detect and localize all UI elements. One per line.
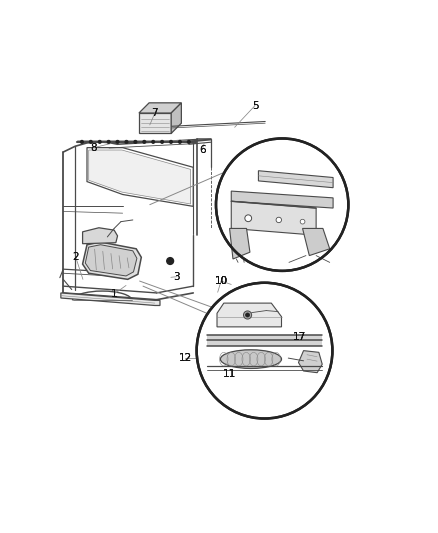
Polygon shape [207,335,322,345]
Text: 5: 5 [252,101,258,110]
Text: 12: 12 [179,353,192,363]
Text: 2: 2 [72,252,79,262]
Text: 10: 10 [215,276,228,286]
Text: 1: 1 [111,289,117,299]
Text: 8: 8 [91,143,97,152]
Text: 5: 5 [252,101,258,110]
Circle shape [276,217,282,223]
Text: 3: 3 [173,272,180,281]
Circle shape [107,141,110,143]
Circle shape [170,141,173,143]
Text: 10: 10 [215,276,228,286]
Circle shape [300,219,305,224]
Circle shape [167,257,173,264]
Text: 1: 1 [111,289,117,299]
Text: 6: 6 [199,144,206,155]
Text: 8: 8 [91,143,97,152]
Text: 12: 12 [179,353,192,363]
Circle shape [125,141,128,143]
Circle shape [134,141,137,143]
Circle shape [179,141,181,143]
Circle shape [245,215,251,222]
Circle shape [244,311,251,319]
Polygon shape [61,293,160,305]
Text: 10: 10 [215,276,228,286]
Text: 7: 7 [152,108,158,118]
Circle shape [197,282,332,418]
Circle shape [161,141,163,143]
Text: 17: 17 [293,332,306,342]
Polygon shape [83,242,141,279]
Polygon shape [303,229,330,256]
Polygon shape [298,351,322,373]
Ellipse shape [220,350,282,368]
Circle shape [81,141,83,143]
Polygon shape [139,113,171,133]
Circle shape [89,141,92,143]
Polygon shape [231,191,333,208]
Circle shape [99,141,101,143]
Polygon shape [230,229,250,259]
Text: 2: 2 [72,252,79,262]
Text: 10: 10 [215,276,228,286]
Polygon shape [171,103,181,133]
Polygon shape [85,245,137,276]
Text: 12: 12 [179,353,192,363]
Circle shape [246,313,250,317]
Circle shape [187,141,190,143]
Text: 11: 11 [223,369,236,379]
Polygon shape [83,228,117,244]
Polygon shape [88,150,191,204]
Circle shape [216,139,348,271]
Text: 17: 17 [293,332,306,342]
Circle shape [116,141,119,143]
Polygon shape [139,103,181,113]
Text: 11: 11 [223,369,236,379]
Text: 11: 11 [223,369,236,379]
Circle shape [143,141,146,143]
Text: 7: 7 [152,108,158,118]
Polygon shape [231,201,316,235]
Polygon shape [217,303,282,327]
Text: 3: 3 [173,272,180,281]
Text: 17: 17 [293,332,306,342]
Text: 6: 6 [199,144,206,155]
Circle shape [152,141,155,143]
Polygon shape [258,171,333,188]
